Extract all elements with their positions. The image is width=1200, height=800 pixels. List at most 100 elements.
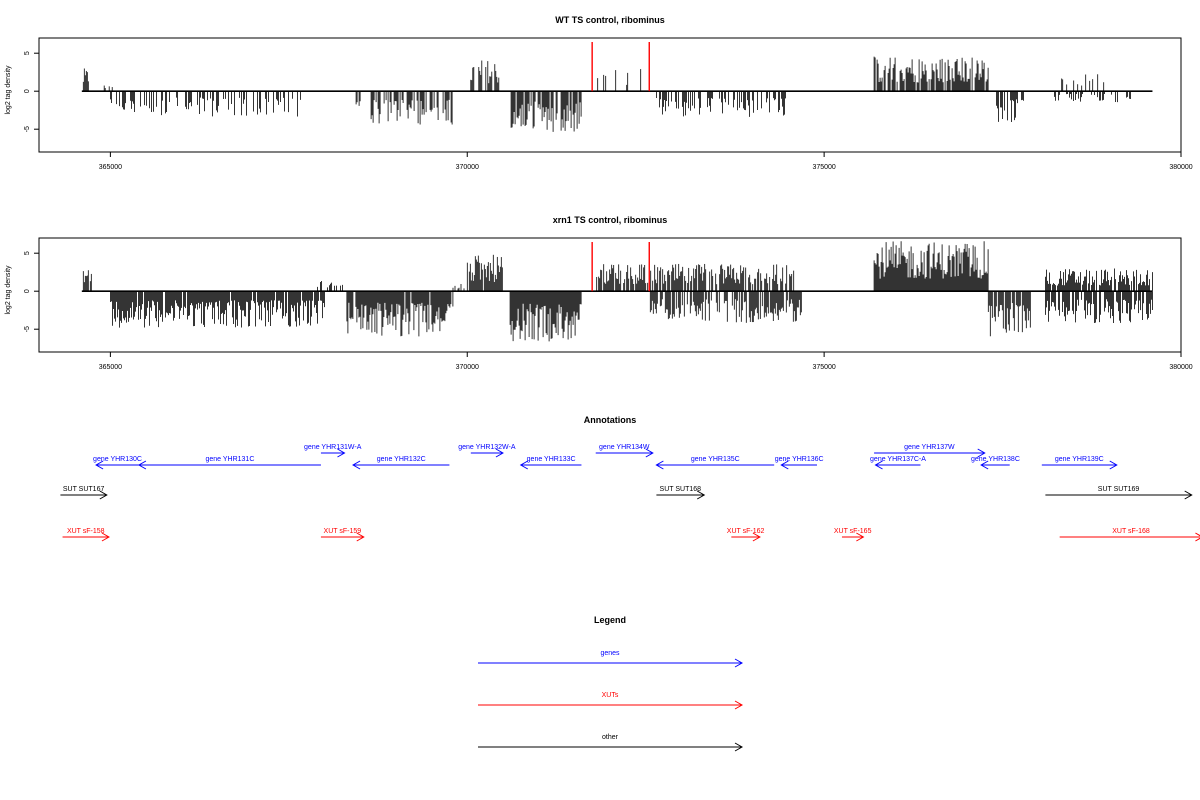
gene-features: gene YHR130C gene YHR131C gene YHR131W-A ge… (93, 444, 1118, 470)
legend: Legend genes XUTs other (478, 615, 744, 752)
feature-arrow: gene YHR135C (655, 456, 775, 470)
arrow-head (137, 460, 147, 470)
legend-title: Legend (594, 615, 626, 625)
x-tick-label: 370000 (456, 164, 479, 171)
feature-label: SUT SUT167 (63, 486, 105, 493)
arrow-head (1195, 532, 1200, 542)
feature-arrow: XUT sF-168 (1059, 528, 1200, 542)
legend-label: XUTs (602, 692, 619, 699)
feature-arrow: gene YHR130C (93, 456, 142, 470)
y-axis-label: log2 tag density (5, 65, 12, 115)
x-tick-label: 365000 (99, 164, 122, 171)
panel-title: xrn1 TS control, ribominus (553, 215, 668, 225)
arrow-head (977, 448, 986, 458)
feature-arrow: XUT sF-158 (62, 528, 110, 542)
annotations-title: Annotations (584, 415, 637, 425)
x-axis: 365000 370000 375000 380000 (99, 352, 1193, 371)
arrow-head (780, 460, 789, 470)
feature-arrow: gene YHR131C (137, 456, 321, 470)
legend-label: other (602, 734, 619, 741)
arrow-head (1109, 460, 1118, 470)
arrow-head (495, 448, 504, 458)
arrow-head (752, 532, 761, 542)
y-tick-label: 0 (24, 89, 31, 93)
feature-label: gene YHR131C (205, 456, 254, 463)
feature-arrow: gene YHR137W (874, 444, 986, 458)
y-axis-label: log2 tag density (5, 265, 12, 315)
x-axis: 365000 370000 375000 380000 (99, 152, 1193, 171)
feature-arrow: XUT sF-165 (834, 528, 872, 542)
feature-label: SUT SUT169 (1098, 486, 1140, 493)
feature-arrow: gene YHR133C (519, 456, 582, 470)
arrow-head (655, 460, 664, 470)
feature-label: XUT sF-158 (67, 528, 105, 535)
feature-arrow: SUT SUT167 (60, 486, 108, 500)
x-tick-label: 380000 (1169, 364, 1192, 371)
feature-label: gene YHR132W-A (458, 444, 516, 451)
legend-arrow-head (734, 742, 744, 752)
y-tick-label: 5 (24, 251, 31, 255)
arrow-head (95, 460, 104, 470)
arrow-head (645, 448, 654, 458)
plot-frame (38, 37, 1182, 153)
other-features: SUT SUT167 SUT SUT168 SUT SUT169 (60, 486, 1193, 500)
panel-title: WT TS control, ribominus (555, 15, 665, 25)
y-axis: -5 0 5 (24, 51, 39, 132)
feature-label: gene YHR133C (527, 456, 576, 463)
feature-label: XUT sF-162 (727, 528, 765, 535)
feature-label: XUT sF-165 (834, 528, 872, 535)
feature-arrow: gene YHR131W-A (304, 444, 362, 458)
arrow-head (696, 490, 706, 500)
annotations-track: Annotations gene YHR130C gene YHR131Cgene… (60, 415, 1200, 542)
feature-arrow: gene YHR138C (971, 456, 1020, 470)
feature-arrow: SUT SUT168 (656, 486, 706, 500)
legend-arrow-head (734, 700, 744, 710)
legend-item: genes (478, 650, 744, 668)
legend-arrow-head (734, 658, 744, 668)
y-tick-label: -5 (24, 326, 31, 332)
xut-features: XUT sF-158 XUT sF-159 XUT sF-162 XUT sF-165… (62, 528, 1200, 542)
legend-label: genes (600, 650, 620, 657)
x-tick-label: 375000 (812, 364, 835, 371)
feature-label: gene YHR137C-A (870, 456, 926, 463)
feature-arrow: XUT sF-159 (320, 528, 365, 542)
feature-arrow: XUT sF-162 (727, 528, 765, 542)
feature-label: gene YHR132C (377, 456, 426, 463)
density-bars (81, 42, 1153, 132)
feature-arrow: gene YHR134W (595, 444, 654, 458)
y-tick-label: 0 (24, 289, 31, 293)
x-tick-label: 365000 (99, 364, 122, 371)
feature-label: SUT SUT168 (660, 486, 702, 493)
arrow-head (356, 532, 365, 542)
y-axis: -5 0 5 (24, 251, 39, 332)
feature-label: gene YHR135C (691, 456, 740, 463)
feature-label: XUT sF-159 (324, 528, 362, 535)
legend-item: XUTs (478, 692, 744, 710)
x-tick-label: 375000 (812, 164, 835, 171)
feature-arrow: SUT SUT169 (1045, 486, 1193, 500)
arrow-head (519, 460, 529, 470)
arrow-head (980, 460, 989, 470)
arrow-head (352, 460, 361, 470)
density-bars (81, 241, 1153, 342)
x-tick-label: 380000 (1169, 164, 1192, 171)
legend-item: other (478, 734, 744, 752)
feature-label: XUT sF-168 (1112, 528, 1150, 535)
arrow-head (874, 460, 883, 470)
xrn1-density-panel: xrn1 TS control, ribominus log2 tag dens… (5, 215, 1193, 371)
y-tick-label: -5 (24, 126, 31, 132)
feature-label: gene YHR131W-A (304, 444, 362, 451)
arrow-head (101, 532, 110, 542)
feature-label: gene YHR130C (93, 456, 142, 463)
feature-label: gene YHR139C (1055, 456, 1104, 463)
feature-label: gene YHR134W (599, 444, 650, 451)
arrow-head (856, 532, 865, 542)
feature-arrow: gene YHR132W-A (458, 444, 516, 458)
feature-arrow: gene YHR139C (1041, 456, 1118, 470)
y-tick-label: 5 (24, 51, 31, 55)
plot-frame (38, 237, 1182, 353)
feature-label: gene YHR138C (971, 456, 1020, 463)
arrow-head (1184, 490, 1193, 500)
legend-items: genes XUTs other (478, 650, 744, 752)
